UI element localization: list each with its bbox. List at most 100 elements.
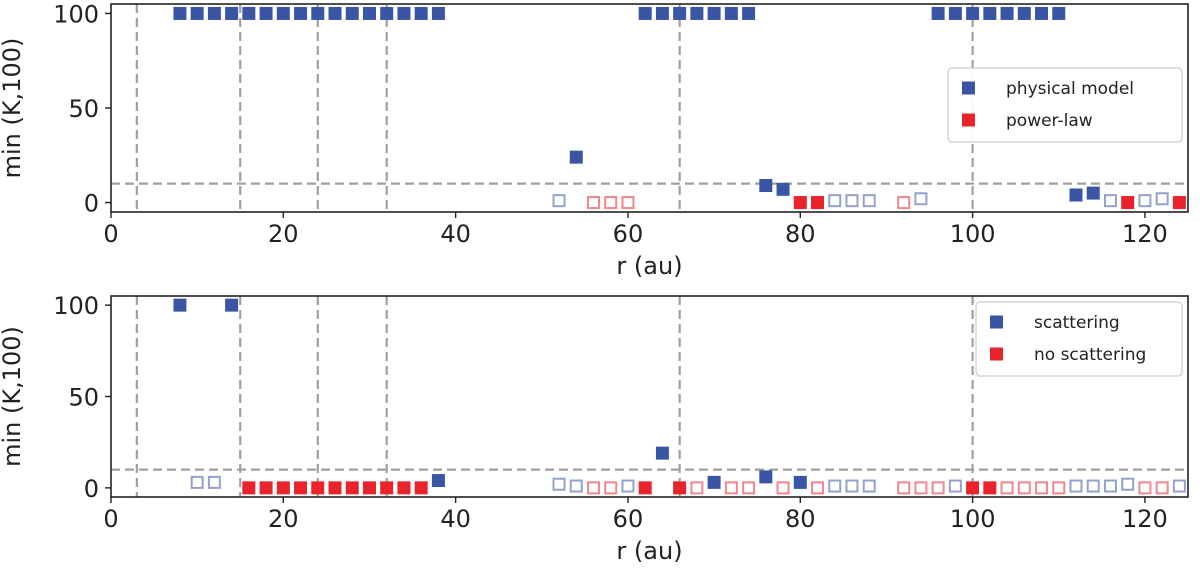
data-point <box>173 6 187 20</box>
open-marker <box>811 481 825 495</box>
open-marker <box>1000 481 1014 495</box>
open-marker <box>776 481 790 495</box>
x-tick-label: 0 <box>103 220 118 248</box>
open-marker <box>1172 479 1186 493</box>
open-marker <box>828 479 842 493</box>
data-point <box>1172 196 1186 210</box>
open-marker <box>724 481 738 495</box>
data-point <box>724 6 738 20</box>
series-power-law <box>586 196 1186 210</box>
data-point <box>276 6 290 20</box>
y-tick-label: 100 <box>53 292 99 320</box>
open-marker <box>742 481 756 495</box>
series-scattering <box>173 298 1186 493</box>
open-marker <box>552 477 566 491</box>
open-marker <box>1155 481 1169 495</box>
data-point <box>362 6 376 20</box>
data-point <box>983 6 997 20</box>
open-marker <box>1086 479 1100 493</box>
data-point <box>1086 186 1100 200</box>
chart-panel-1: 0 20 40 60 80 100 120 0 50 100 r (au) min (K,100) ph… <box>0 0 1189 280</box>
open-marker <box>604 481 618 495</box>
data-point <box>294 6 308 20</box>
data-point <box>397 6 411 20</box>
legend-marker <box>990 347 1003 361</box>
data-point <box>1121 196 1135 210</box>
data-point <box>242 6 256 20</box>
legend-label: scattering <box>1034 313 1120 333</box>
open-marker <box>1052 481 1066 495</box>
open-marker <box>1138 481 1152 495</box>
open-marker <box>621 196 635 210</box>
data-point <box>276 481 290 495</box>
series-no-scattering <box>242 481 1169 495</box>
open-marker <box>828 194 842 208</box>
data-point <box>931 6 945 20</box>
open-marker <box>1121 477 1135 491</box>
data-point <box>707 6 721 20</box>
open-marker <box>190 475 204 489</box>
data-point <box>638 481 652 495</box>
open-marker <box>1155 192 1169 206</box>
data-point <box>793 475 807 489</box>
data-point <box>690 6 704 20</box>
data-point <box>311 6 325 20</box>
data-point <box>983 481 997 495</box>
data-point <box>311 481 325 495</box>
data-point <box>345 481 359 495</box>
data-point <box>259 6 273 20</box>
legend-label: physical model <box>1006 79 1134 99</box>
open-marker <box>1103 479 1117 493</box>
y-tick-label: 50 <box>68 384 99 412</box>
open-marker <box>1017 481 1031 495</box>
data-point <box>655 6 669 20</box>
open-marker <box>845 194 859 208</box>
y-tick-label: 50 <box>68 95 99 123</box>
data-point <box>811 196 825 210</box>
data-point <box>380 481 394 495</box>
open-marker <box>845 479 859 493</box>
data-point <box>966 481 980 495</box>
legend-box <box>947 67 1183 143</box>
y-tick-label: 0 <box>84 190 99 218</box>
open-marker <box>1069 479 1083 493</box>
data-point <box>673 481 687 495</box>
open-marker <box>931 481 945 495</box>
x-tick-label: 40 <box>440 505 471 533</box>
data-point <box>966 6 980 20</box>
x-axis-label: r (au) <box>616 252 682 280</box>
data-point <box>242 481 256 495</box>
x-tick-label: 20 <box>268 220 299 248</box>
legend-marker <box>962 81 975 95</box>
y-axis-label: min (K,100) <box>0 326 26 467</box>
open-marker <box>914 192 928 206</box>
data-point <box>1069 188 1083 202</box>
legend-box <box>975 301 1183 377</box>
data-point <box>414 6 428 20</box>
open-marker <box>897 196 911 210</box>
open-marker <box>862 479 876 493</box>
data-point <box>294 481 308 495</box>
data-point <box>569 150 583 164</box>
x-tick-label: 0 <box>103 505 118 533</box>
legend-marker <box>990 315 1003 329</box>
data-point <box>1017 6 1031 20</box>
data-point <box>362 481 376 495</box>
data-point <box>207 6 221 20</box>
data-point <box>397 481 411 495</box>
data-point <box>707 475 721 489</box>
data-point <box>655 446 669 460</box>
data-point <box>793 196 807 210</box>
data-point <box>742 6 756 20</box>
x-tick-label: 60 <box>613 220 644 248</box>
data-point <box>414 481 428 495</box>
open-marker <box>914 481 928 495</box>
data-point <box>1035 6 1049 20</box>
data-point <box>328 6 342 20</box>
open-marker <box>552 194 566 208</box>
data-point <box>380 6 394 20</box>
legend-label: no scattering <box>1034 345 1146 365</box>
x-tick-label: 100 <box>950 220 996 248</box>
chart-panel-2: 0 20 40 60 80 100 120 0 50 100 r (au) min (K,100) sc… <box>0 292 1189 565</box>
x-axis-label: r (au) <box>616 537 682 565</box>
